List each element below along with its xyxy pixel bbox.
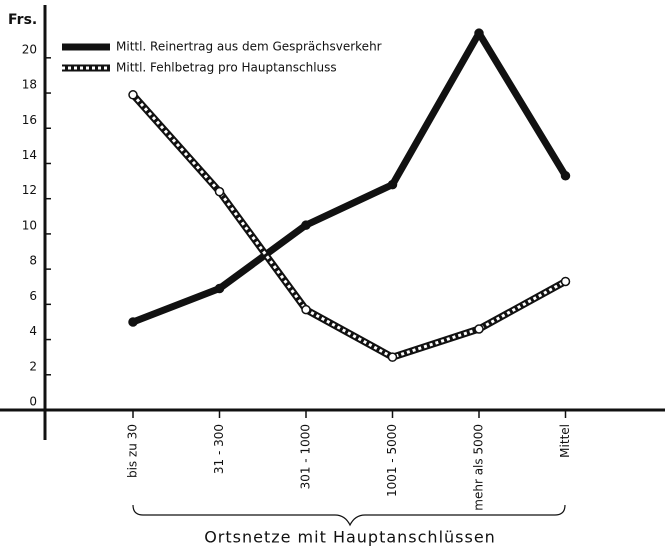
y-tick-label: 0 (29, 395, 37, 409)
y-tick-label: 6 (29, 289, 37, 303)
point (560, 276, 571, 287)
series-line-inner (131, 93, 567, 359)
x-tick-label: 301 - 1000 (299, 424, 313, 489)
point (301, 304, 311, 315)
y-tick-label: 8 (29, 254, 37, 268)
point (128, 317, 138, 327)
y-tick-label: 16 (22, 113, 37, 127)
brace (132, 504, 566, 527)
y-tick-label: 14 (22, 148, 37, 162)
x-axis-label: Ortsnetze mit Hauptanschlüssen (204, 528, 496, 547)
y-unit: Frs. (8, 12, 37, 28)
x-tick-label: 1001 - 5000 (385, 424, 399, 497)
point (387, 352, 398, 362)
point (128, 90, 138, 100)
point (560, 171, 571, 181)
point (214, 186, 225, 197)
x-tick-label: Mittel (558, 424, 572, 458)
y-tick-label: 2 (29, 359, 37, 373)
point (474, 28, 484, 38)
legend-label: Mittl. Fehlbetrag pro Hauptanschluss (116, 61, 337, 75)
series-line (131, 29, 569, 326)
y-tick-label: 20 (22, 42, 37, 56)
y-tick-label: 10 (22, 218, 37, 232)
y-tick-label: 4 (29, 324, 37, 338)
point (301, 220, 311, 230)
x-tick-label: bis zu 30 (126, 424, 140, 478)
x-tick-label: mehr als 5000 (472, 424, 486, 511)
y-tick-label: 18 (22, 78, 37, 92)
point (474, 324, 484, 334)
point (214, 283, 225, 294)
y-tick-label: 12 (22, 183, 37, 197)
legend-label: Mittl. Reinertrag aus dem Gesprächsverke… (116, 40, 382, 54)
point (387, 179, 398, 190)
series-line (130, 92, 568, 361)
x-tick-label: 31 - 300 (212, 424, 226, 474)
